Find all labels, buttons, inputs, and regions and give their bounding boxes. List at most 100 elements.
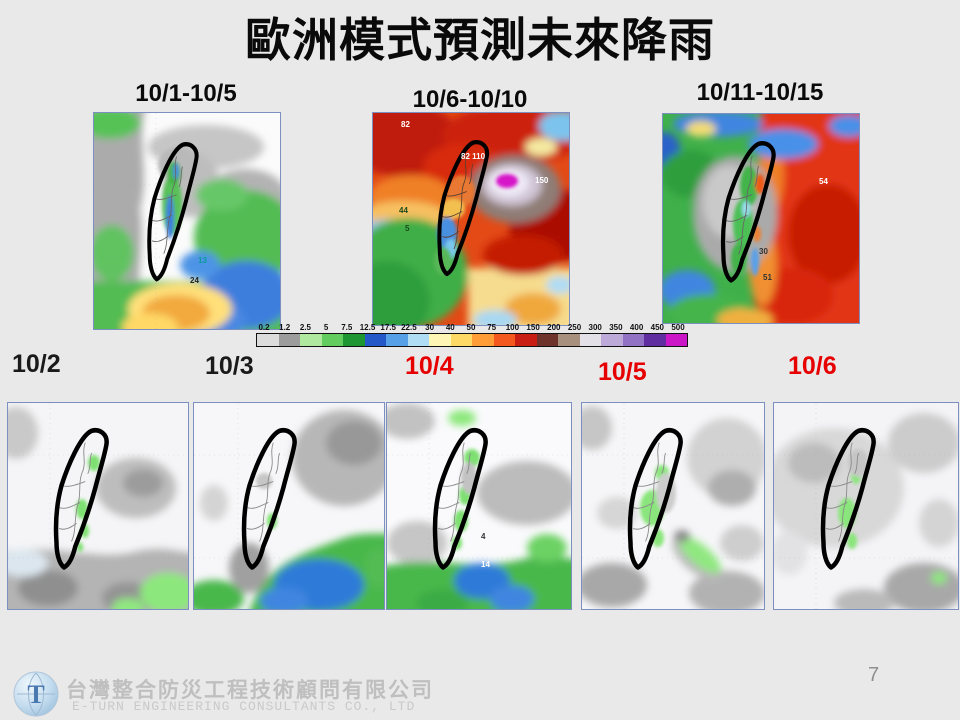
colorbar-segment — [601, 334, 623, 346]
period-label-2: 10/6-10/10 — [412, 86, 528, 113]
colorbar-segment — [665, 334, 687, 346]
daily-map-10-6 — [773, 402, 959, 610]
precipitation-field — [582, 406, 764, 609]
contour-value: 5 — [405, 224, 410, 233]
daily-map-10-4: 4 14 — [386, 402, 572, 610]
taiwan-outline — [437, 140, 490, 277]
contour-value: 54 — [819, 177, 828, 186]
daily-map-10-2 — [7, 402, 189, 610]
contour-value: 14 — [481, 560, 490, 569]
graticule — [774, 403, 958, 609]
colorbar-tick-label: 7.5 — [341, 323, 353, 332]
colorbar-tick-label: 150 — [526, 323, 540, 332]
colorbar-tick-label: 22.5 — [401, 323, 417, 332]
taiwan-outline — [241, 428, 297, 570]
taiwan-inland-rain — [640, 465, 676, 547]
period-label-3: 10/11-10/15 — [696, 79, 824, 106]
contour-value: 30 — [759, 247, 768, 256]
period-label-1: 10/1-10/5 — [135, 80, 237, 107]
taiwan-inland-rain — [76, 455, 100, 552]
colorbar-tick-label: 75 — [487, 323, 497, 332]
date-label-10-6: 10/6 — [788, 352, 837, 380]
colorbar-segment — [343, 334, 365, 346]
taiwan-inland-rain — [434, 174, 518, 275]
colorbar-segment — [450, 334, 472, 346]
colorbar-tick-label: 2.5 — [299, 323, 311, 332]
colorbar-segment — [622, 334, 644, 346]
colorbar-segment — [300, 334, 322, 346]
contour-value: 4 — [481, 532, 486, 541]
rain-map-10-6-to-10-10: 82 82 110 150 44 5 — [372, 112, 570, 326]
colorbar-tick-label: 350 — [609, 323, 623, 332]
contour-value: 13 — [198, 256, 207, 265]
precipitation-field — [94, 113, 280, 329]
taiwan-outline — [53, 428, 109, 570]
date-label-10-5: 10/5 — [598, 358, 647, 386]
colorbar-tick-label: 300 — [588, 323, 602, 332]
contour-value: 24 — [190, 276, 199, 285]
company-name-en: E-TURN ENGINEERING CONSULTANTS CO., LTD — [72, 699, 416, 714]
company-logo: T — [13, 671, 59, 717]
colorbar-tick-label: 17.5 — [380, 323, 396, 332]
colorbar-segment — [515, 334, 537, 346]
rain-map-10-1-to-10-5: 13 24 — [93, 112, 281, 330]
colorbar-tick-label: 50 — [466, 323, 476, 332]
colorbar-tick-label: 12.5 — [359, 323, 376, 332]
slide-title: 歐洲模式預測未來降雨 — [245, 14, 715, 66]
graticule — [194, 403, 384, 609]
colorbar-tick-label: 0.2 — [258, 323, 270, 332]
colorbar-tick-label: 500 — [671, 323, 685, 332]
colorbar-segment — [644, 334, 666, 346]
colorbar-segment — [472, 334, 494, 346]
daily-map-10-3 — [193, 402, 385, 610]
colorbar-tick-label: 1.2 — [279, 323, 291, 332]
contour-value: 51 — [763, 273, 772, 282]
precipitation-field — [194, 410, 384, 609]
colorbar-segment — [278, 334, 300, 346]
date-label-10-4: 10/4 — [405, 352, 454, 380]
date-label-10-2: 10/2 — [12, 350, 61, 378]
contour-value: 82 — [401, 120, 410, 129]
precipitation-field — [387, 403, 571, 609]
graticule — [582, 403, 764, 609]
daily-map-10-5 — [581, 402, 765, 610]
colorbar-tick-label: 100 — [505, 323, 520, 332]
taiwan-outline — [627, 428, 683, 570]
colorbar-segment — [558, 334, 580, 346]
logo-letter: T — [27, 680, 44, 709]
graticule — [94, 113, 280, 329]
colorbar-segment — [321, 334, 343, 346]
contour-value: 150 — [535, 176, 549, 185]
contour-value: 44 — [399, 206, 408, 215]
contour-value: 82 110 — [461, 152, 486, 161]
colorbar-segment — [429, 334, 451, 346]
colorbar-segment — [579, 334, 601, 346]
graticule — [8, 403, 188, 609]
rain-map-10-11-to-10-15: 54 30 51 — [662, 113, 860, 324]
precipitation-colorbar: 0.2 1.2 2.5 5 7.5 12.5 17.5 22.5 30 40 50 75 100 150 2… — [256, 323, 688, 349]
colorbar-tick-label: 40 — [445, 323, 455, 332]
colorbar-tick-label: 30 — [425, 323, 435, 332]
taiwan-inland-rain — [158, 147, 198, 239]
colorbar-segment — [407, 334, 429, 346]
colorbar-tick-label: 250 — [567, 323, 582, 332]
precipitation-field — [8, 407, 188, 609]
colorbar-tick-label: 400 — [629, 323, 644, 332]
colorbar-segment — [493, 334, 515, 346]
colorbar-tick-label: 200 — [547, 323, 561, 332]
graticule — [387, 403, 571, 609]
colorbar-tick-label: 450 — [650, 323, 664, 332]
colorbar-segment — [257, 334, 279, 346]
taiwan-outline — [147, 142, 199, 282]
colorbar-tick-label: 5 — [323, 323, 329, 332]
colorbar-segment — [536, 334, 558, 346]
taiwan-outline — [820, 428, 876, 570]
date-label-10-3: 10/3 — [205, 352, 254, 380]
colorbar-bar — [256, 333, 688, 347]
company-name-zh: 台灣整合防災工程技術顧問有限公司 — [66, 679, 434, 702]
taiwan-outline — [720, 141, 776, 283]
colorbar-segment — [364, 334, 386, 346]
page-number: 7 — [868, 664, 880, 686]
taiwan-outline — [432, 428, 488, 570]
colorbar-segment — [386, 334, 408, 346]
